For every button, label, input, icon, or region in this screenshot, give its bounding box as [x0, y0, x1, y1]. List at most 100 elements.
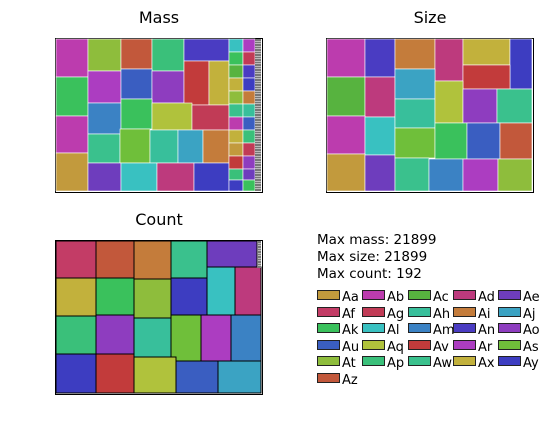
- tile-tiny: [255, 81, 261, 84]
- tile-aa: [228, 142, 244, 157]
- legend-item-as: As: [498, 339, 539, 356]
- legend-swatch: [498, 356, 521, 366]
- tile-tiny: [255, 61, 261, 64]
- tile-ae: [87, 162, 122, 192]
- tile-ap: [151, 38, 185, 72]
- tile-tiny: [255, 116, 261, 119]
- tile-ax: [228, 129, 244, 144]
- legend-label: Ax: [478, 356, 495, 371]
- tile-ak: [242, 179, 256, 192]
- legend-swatch: [498, 306, 521, 317]
- tile-tiny: [255, 106, 261, 109]
- tile-tiny: [255, 104, 261, 106]
- legend-item-aj: Aj: [498, 306, 536, 323]
- legend-label: Am: [433, 323, 455, 338]
- tile-tiny: [255, 89, 261, 91]
- tile-aa: [326, 153, 366, 192]
- tile-at: [87, 38, 122, 72]
- tile-tiny: [255, 111, 261, 114]
- tile-tiny: [255, 119, 261, 121]
- legend-swatch: [362, 339, 385, 350]
- tile-ao: [242, 155, 256, 170]
- legend-label: Ak: [342, 323, 359, 338]
- legend-label: Ai: [478, 306, 491, 322]
- tile-al: [120, 162, 158, 192]
- legend-swatch: [408, 290, 431, 300]
- tile-ad: [364, 76, 396, 118]
- tile-tiny: [255, 159, 261, 161]
- tile-tiny: [255, 151, 261, 154]
- legend-swatch: [498, 339, 521, 350]
- legend-label: Ac: [433, 290, 449, 305]
- legend-swatch: [408, 339, 431, 350]
- max-mass-text: Max mass: 21899: [317, 232, 437, 248]
- tile-tiny: [257, 263, 261, 266]
- tile-tiny: [255, 79, 261, 81]
- tile-tiny: [255, 186, 261, 189]
- tile-aj: [394, 68, 436, 100]
- tile-ax: [208, 60, 230, 106]
- tile-as: [119, 128, 151, 164]
- tile-au: [242, 116, 256, 131]
- tile-tiny: [255, 164, 261, 166]
- legend-swatch: [317, 306, 340, 317]
- tile-ao: [95, 314, 135, 355]
- tile-tiny: [255, 46, 261, 49]
- tile-ah: [242, 103, 256, 118]
- tile-aw: [394, 157, 430, 192]
- tile-tiny: [255, 161, 261, 164]
- legend-label: Ae: [523, 290, 540, 305]
- tile-at: [228, 90, 244, 105]
- legend-label: Ar: [478, 339, 493, 355]
- tile-tiny: [255, 131, 261, 134]
- legend-item-ad: Ad: [453, 290, 495, 306]
- tile-ah: [133, 317, 172, 358]
- tile-aq: [133, 356, 177, 394]
- legend-label: Az: [342, 372, 358, 388]
- legend-item-az: Az: [317, 372, 358, 389]
- legend-swatch: [362, 356, 385, 366]
- mass-frame: [55, 38, 263, 193]
- tile-tiny: [257, 256, 261, 258]
- tile-tiny: [255, 76, 261, 79]
- tile-aw: [228, 103, 244, 118]
- legend-label: Af: [342, 306, 356, 322]
- tile-av: [95, 353, 135, 394]
- tile-tiny: [255, 139, 261, 141]
- tile-tiny: [255, 156, 261, 159]
- tile-tiny: [255, 59, 261, 61]
- legend-label: Av: [433, 339, 449, 355]
- legend-item-an: An: [453, 323, 495, 339]
- size-frame: [326, 38, 534, 193]
- mass-title: Mass: [138, 8, 180, 27]
- legend-item-aq: Aq: [362, 339, 404, 356]
- tile-ak: [120, 98, 153, 130]
- tile-au: [120, 68, 153, 100]
- tile-ap: [55, 315, 97, 355]
- tile-am: [230, 314, 262, 362]
- tile-tiny: [255, 71, 261, 74]
- tile-ao: [151, 70, 185, 104]
- tile-as: [170, 314, 202, 362]
- tile-af: [55, 240, 97, 279]
- tile-tiny: [255, 86, 261, 89]
- legend-label: Aa: [342, 290, 359, 305]
- tile-aw: [170, 240, 208, 279]
- tile-ab: [326, 38, 366, 78]
- tile-ad: [156, 162, 195, 192]
- legend-swatch: [453, 306, 476, 317]
- legend-item-ap: Ap: [362, 356, 404, 372]
- tile-ay: [242, 77, 256, 92]
- legend-item-ar: Ar: [453, 339, 493, 356]
- legend-item-ae: Ae: [498, 290, 540, 306]
- tile-tiny: [255, 41, 261, 44]
- tile-tiny: [255, 136, 261, 139]
- tile-tiny: [255, 39, 261, 41]
- tile-an: [242, 64, 256, 79]
- legend-swatch: [317, 323, 340, 333]
- tile-al: [206, 266, 236, 316]
- tile-ad: [234, 266, 262, 316]
- tile-ak: [228, 51, 244, 66]
- legend-item-ab: Ab: [362, 290, 404, 306]
- tile-ak: [95, 277, 135, 316]
